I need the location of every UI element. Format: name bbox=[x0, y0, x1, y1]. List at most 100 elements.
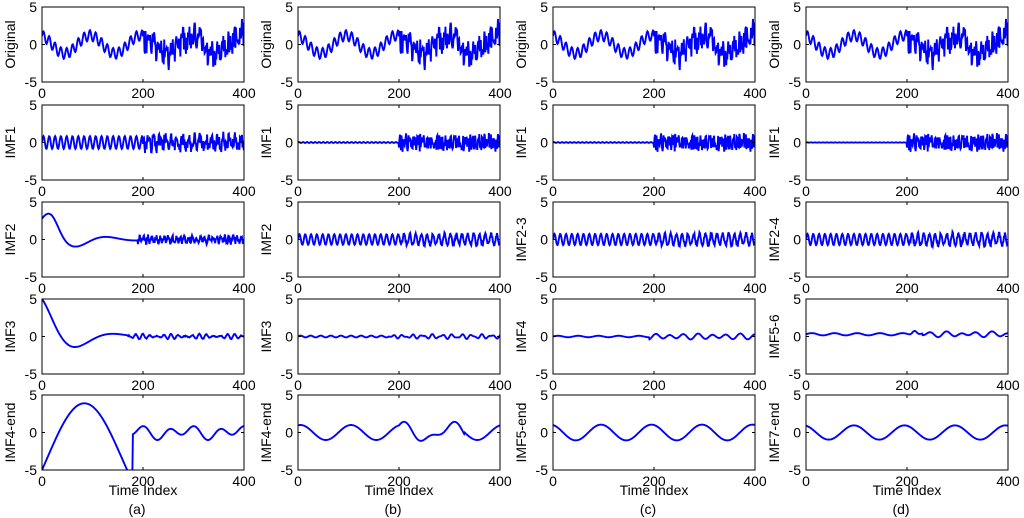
x-tick-label: 0 bbox=[549, 377, 557, 393]
y-axis-label: IMF5-end bbox=[513, 403, 529, 463]
y-tick-label: -5 bbox=[789, 74, 802, 90]
x-tick-label: 0 bbox=[294, 85, 302, 101]
series-line-imf1_a bbox=[42, 130, 244, 154]
series-line-imf1_c bbox=[553, 131, 755, 152]
y-tick-label: 5 bbox=[793, 387, 801, 403]
x-tick-label: 400 bbox=[488, 183, 512, 199]
y-tick-label: 5 bbox=[793, 97, 801, 113]
y-axis-label: IMF2-3 bbox=[513, 217, 529, 262]
x-tick-label: 400 bbox=[996, 183, 1020, 199]
y-tick-label: 0 bbox=[793, 135, 801, 151]
y-tick-label: -5 bbox=[789, 462, 802, 478]
x-tick-label: 200 bbox=[642, 473, 666, 489]
y-tick-label: 0 bbox=[285, 135, 293, 151]
subfigure-caption: (d) bbox=[892, 501, 909, 517]
y-axis-label: IMF2 bbox=[2, 223, 18, 255]
y-tick-label: 5 bbox=[285, 194, 293, 210]
y-axis-label: IMF1 bbox=[513, 126, 529, 158]
axes-box bbox=[297, 394, 501, 471]
series-line-imf2_b bbox=[298, 229, 500, 250]
y-tick-label: -5 bbox=[25, 269, 38, 285]
x-tick-label: 0 bbox=[802, 85, 810, 101]
y-tick-label: 5 bbox=[540, 387, 548, 403]
axes-box bbox=[552, 394, 756, 471]
series-line-imf4_c bbox=[553, 332, 755, 341]
y-tick-label: 0 bbox=[29, 37, 37, 53]
x-tick-label: 400 bbox=[996, 473, 1020, 489]
x-tick-label: 0 bbox=[549, 85, 557, 101]
x-tick-label: 400 bbox=[488, 280, 512, 296]
y-tick-label: -5 bbox=[536, 269, 549, 285]
y-tick-label: -5 bbox=[281, 269, 294, 285]
series-line-original bbox=[806, 18, 1008, 71]
x-tick-label: 400 bbox=[232, 280, 256, 296]
y-axis-label: IMF4 bbox=[513, 320, 529, 352]
y-tick-label: 0 bbox=[29, 232, 37, 248]
y-tick-label: 5 bbox=[285, 387, 293, 403]
x-tick-label: 400 bbox=[232, 377, 256, 393]
x-tick-label: 400 bbox=[488, 377, 512, 393]
x-tick-label: 400 bbox=[232, 85, 256, 101]
y-tick-label: -5 bbox=[536, 366, 549, 382]
x-tick-label: 0 bbox=[802, 473, 810, 489]
series-line-imf2_a bbox=[42, 212, 244, 248]
x-axis-label: Time Index bbox=[365, 482, 434, 498]
y-tick-label: 5 bbox=[29, 291, 37, 307]
x-tick-label: 0 bbox=[38, 377, 46, 393]
y-axis-label: IMF4-end bbox=[258, 403, 274, 463]
y-tick-label: 0 bbox=[285, 329, 293, 345]
x-tick-label: 0 bbox=[802, 280, 810, 296]
y-tick-label: 0 bbox=[540, 135, 548, 151]
x-tick-label: 400 bbox=[743, 473, 767, 489]
x-tick-label: 0 bbox=[294, 377, 302, 393]
y-axis-label: IMF3 bbox=[258, 320, 274, 352]
y-tick-label: 0 bbox=[793, 37, 801, 53]
x-tick-label: 400 bbox=[743, 280, 767, 296]
x-tick-label: 200 bbox=[895, 85, 919, 101]
x-tick-label: 0 bbox=[549, 183, 557, 199]
y-tick-label: -5 bbox=[789, 172, 802, 188]
y-axis-label: IMF2-4 bbox=[766, 217, 782, 262]
x-tick-label: 0 bbox=[294, 280, 302, 296]
x-tick-label: 200 bbox=[131, 85, 155, 101]
axes-box bbox=[41, 394, 245, 471]
x-tick-label: 200 bbox=[895, 280, 919, 296]
y-axis-label: Original bbox=[258, 20, 274, 68]
y-tick-label: 5 bbox=[540, 97, 548, 113]
y-tick-label: 0 bbox=[29, 329, 37, 345]
x-tick-label: 200 bbox=[131, 473, 155, 489]
subfigure-caption: (c) bbox=[640, 501, 656, 517]
y-axis-label: IMF1 bbox=[258, 126, 274, 158]
y-tick-label: 5 bbox=[29, 387, 37, 403]
x-tick-label: 400 bbox=[232, 183, 256, 199]
y-tick-label: 0 bbox=[285, 425, 293, 441]
y-tick-label: -5 bbox=[25, 74, 38, 90]
y-tick-label: 0 bbox=[540, 232, 548, 248]
subfigure-caption: (b) bbox=[384, 501, 401, 517]
y-tick-label: 0 bbox=[29, 135, 37, 151]
y-tick-label: -5 bbox=[281, 366, 294, 382]
x-tick-label: 400 bbox=[232, 473, 256, 489]
y-axis-label: Original bbox=[2, 20, 18, 68]
x-tick-label: 200 bbox=[387, 473, 411, 489]
subfigure-caption: (a) bbox=[128, 501, 145, 517]
y-tick-label: 0 bbox=[793, 232, 801, 248]
x-axis-label: Time Index bbox=[109, 482, 178, 498]
y-tick-label: 5 bbox=[540, 0, 548, 15]
y-tick-label: 0 bbox=[285, 37, 293, 53]
x-tick-label: 0 bbox=[38, 183, 46, 199]
y-tick-label: 5 bbox=[285, 291, 293, 307]
